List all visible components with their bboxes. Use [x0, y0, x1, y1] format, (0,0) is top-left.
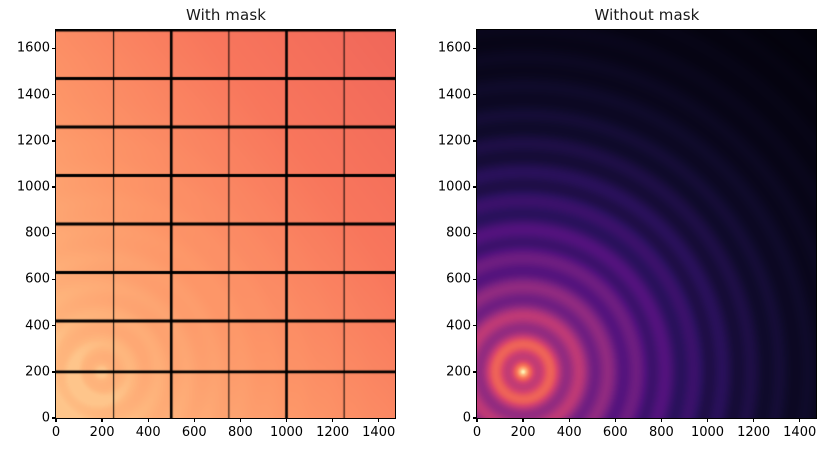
x-tick-mark	[378, 418, 380, 422]
y-tick-mark	[52, 140, 56, 142]
axes-spine-top-1	[476, 29, 818, 31]
x-tick-label: 600	[181, 425, 207, 440]
x-tick-label: 800	[648, 425, 674, 440]
y-tick-mark	[473, 232, 477, 234]
x-tick-mark	[55, 418, 57, 422]
axes-spine-right-1	[816, 29, 818, 419]
y-tick-mark	[473, 93, 477, 96]
y-tick-mark	[473, 417, 477, 419]
y-tick-label: 600	[446, 271, 471, 287]
x-tick-label: 0	[51, 425, 61, 440]
y-tick-mark	[52, 417, 56, 419]
x-tick-mark	[706, 418, 709, 422]
y-tick-mark	[52, 47, 56, 50]
heatmap-image-without-mask	[477, 30, 817, 418]
axes-with-mask	[56, 30, 396, 418]
axes-spine-right-0	[395, 29, 397, 419]
x-tick-mark	[614, 418, 616, 422]
x-tick-mark	[752, 418, 755, 422]
y-tick-label: 1200	[437, 133, 471, 149]
x-tick-mark	[476, 418, 478, 422]
x-tick-label: 1000	[269, 425, 304, 440]
x-tick-label: 1400	[362, 425, 396, 440]
x-tick-label: 400	[556, 425, 582, 440]
y-tick-mark	[52, 232, 56, 234]
panel-title-with-mask: With mask	[185, 6, 267, 24]
x-tick-label: 1000	[690, 425, 725, 440]
y-tick-label: 1600	[437, 40, 471, 56]
y-tick-label: 200	[446, 364, 471, 380]
y-tick-label: 1000	[16, 179, 50, 195]
y-tick-label: 600	[25, 271, 50, 287]
y-tick-mark	[473, 324, 477, 327]
axes-spine-bottom-1	[476, 418, 818, 420]
y-tick-mark	[52, 324, 56, 327]
x-tick-mark	[568, 418, 570, 422]
x-tick-label: 1200	[316, 425, 350, 440]
panel-without-mask: Without mask 0 200 400 600 800 1000 1200 1400 16…	[413, 0, 826, 451]
panel-title-without-mask: Without mask	[594, 6, 700, 24]
x-tick-label: 400	[135, 425, 161, 440]
y-tick-label: 1400	[437, 87, 471, 103]
x-tick-label: 1400	[783, 425, 817, 440]
x-tick-mark	[147, 418, 149, 422]
y-tick-label: 800	[25, 225, 50, 241]
y-tick-label: 0	[462, 410, 471, 426]
x-tick-mark	[331, 418, 334, 422]
x-tick-label: 200	[89, 425, 115, 440]
axes-spine-left-0	[55, 29, 57, 419]
x-tick-mark	[239, 418, 242, 422]
x-tick-mark	[193, 418, 195, 422]
x-tick-mark	[285, 418, 288, 422]
x-tick-mark	[101, 418, 103, 422]
axes-spine-bottom-0	[55, 418, 397, 420]
x-tick-label: 800	[227, 425, 253, 440]
axes-spine-left-1	[476, 29, 478, 419]
axes-spine-top-0	[55, 29, 397, 31]
y-tick-label: 1200	[16, 133, 50, 149]
x-tick-label: 0	[472, 425, 482, 440]
y-tick-mark	[473, 47, 477, 50]
panel-with-mask: With mask 0 200 400 600 800 1000 1200 1400 1600 …	[16, 6, 397, 440]
y-tick-label: 1600	[16, 40, 50, 56]
y-tick-mark	[52, 278, 56, 281]
y-tick-mark	[52, 93, 56, 96]
x-tick-mark	[522, 418, 524, 422]
y-tick-label: 1400	[16, 87, 50, 103]
y-tick-label: 0	[41, 410, 50, 426]
y-tick-mark	[473, 140, 477, 142]
x-tick-label: 200	[510, 425, 536, 440]
heatmap-image-with-mask	[56, 30, 396, 418]
y-tick-mark	[473, 186, 477, 188]
y-tick-label: 200	[25, 364, 50, 380]
y-tick-mark	[52, 186, 56, 188]
axes-without-mask	[477, 30, 817, 418]
x-tick-mark	[660, 418, 663, 422]
x-tick-label: 600	[602, 425, 628, 440]
y-tick-mark	[473, 278, 477, 281]
y-tick-label: 1000	[437, 179, 471, 195]
x-tick-mark	[799, 418, 801, 422]
y-tick-label: 800	[446, 225, 471, 241]
x-tick-label: 1200	[737, 425, 771, 440]
y-tick-mark	[52, 371, 56, 373]
y-tick-mark	[473, 371, 477, 373]
y-tick-label: 400	[25, 318, 50, 334]
y-tick-label: 400	[446, 318, 471, 334]
